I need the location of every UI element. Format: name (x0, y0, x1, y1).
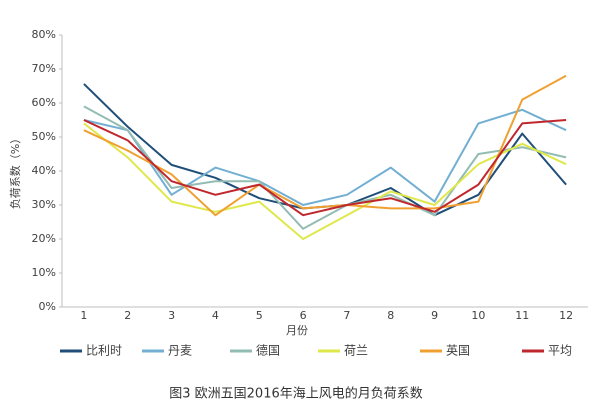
x-tick-label: 11 (515, 309, 529, 322)
y-axis-label: 负荷系数（%） (8, 133, 22, 209)
legend-label: 英国 (446, 344, 470, 358)
y-tick-label: 80% (32, 28, 56, 41)
series-line (83, 83, 567, 217)
y-tick-label: 0% (39, 300, 56, 313)
legend-label: 平均 (548, 344, 572, 358)
x-tick-label: 9 (431, 309, 438, 322)
x-tick-label: 6 (300, 309, 307, 322)
y-tick-label: 40% (32, 164, 56, 177)
legend-label: 荷兰 (344, 344, 368, 358)
series-line (83, 119, 567, 217)
series-line (83, 122, 567, 240)
x-tick-label: 7 (343, 309, 350, 322)
x-tick-label: 12 (559, 309, 573, 322)
y-tick-label: 70% (32, 62, 56, 75)
x-tick-label: 10 (471, 309, 485, 322)
series-line (83, 105, 567, 230)
x-tick-label: 4 (212, 309, 219, 322)
y-tick-label: 60% (32, 96, 56, 109)
y-tick-label: 30% (32, 198, 56, 211)
y-tick-label: 10% (32, 266, 56, 279)
series-line (83, 108, 567, 206)
legend-label: 德国 (256, 343, 280, 358)
series-line (83, 74, 567, 217)
caption: 图3 欧洲五国2016年海上风电的月负荷系数 (169, 386, 423, 402)
y-tick-label: 50% (32, 130, 56, 143)
x-tick-label: 8 (387, 309, 394, 322)
legend-label: 比利时 (86, 344, 122, 358)
y-tick-label: 20% (32, 232, 56, 245)
x-tick-label: 3 (168, 309, 175, 322)
x-tick-label: 5 (256, 309, 263, 322)
x-tick-label: 1 (80, 309, 87, 322)
x-axis-label: 月份 (286, 324, 308, 337)
legend-label: 丹麦 (168, 344, 192, 358)
x-tick-label: 2 (124, 309, 131, 322)
